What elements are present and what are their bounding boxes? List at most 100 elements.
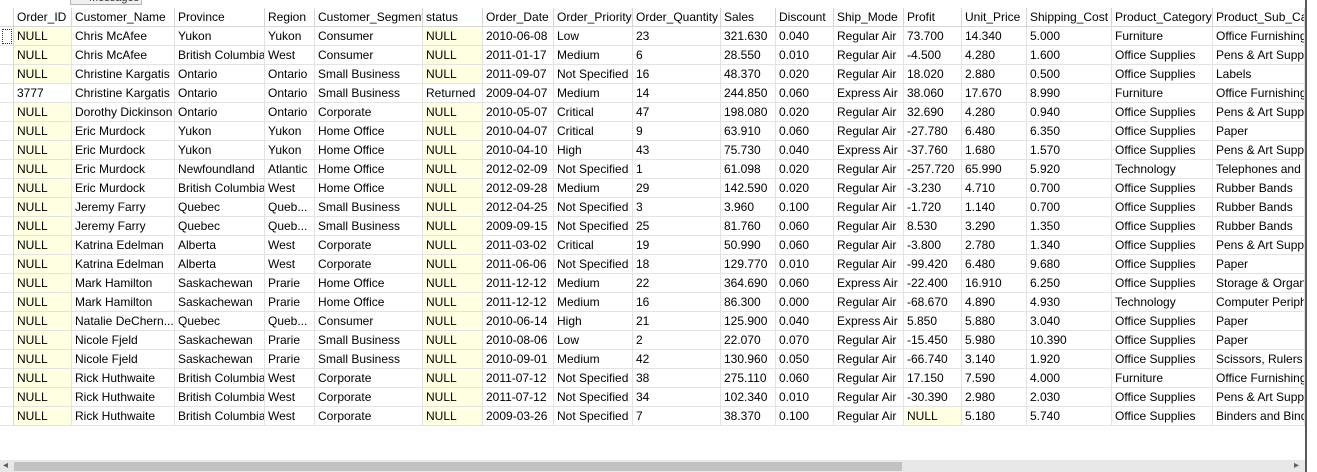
grid-cell[interactable]: Office Supplies <box>1112 236 1213 255</box>
grid-cell[interactable]: Yukon <box>175 141 265 160</box>
grid-cell[interactable]: Natalie DeChern... <box>72 312 175 331</box>
grid-cell[interactable]: Office Supplies <box>1112 388 1213 407</box>
grid-cell[interactable]: Critical <box>554 122 633 141</box>
row-selector[interactable] <box>0 198 14 217</box>
grid-cell[interactable]: 2012-02-09 <box>483 160 554 179</box>
grid-cell[interactable]: 34 <box>633 388 721 407</box>
row-selector[interactable] <box>0 122 14 141</box>
grid-cell[interactable]: NULL <box>423 274 483 293</box>
grid-cell[interactable]: -22.400 <box>904 274 962 293</box>
grid-cell[interactable]: NULL <box>423 217 483 236</box>
grid-cell[interactable]: -257.720 <box>904 160 962 179</box>
grid-cell[interactable]: Small Business <box>315 331 423 350</box>
grid-cell[interactable]: 2009-04-07 <box>483 84 554 103</box>
grid-cell[interactable]: 129.770 <box>721 255 776 274</box>
grid-cell[interactable]: 0.060 <box>776 274 834 293</box>
grid-cell[interactable]: NULL <box>14 350 72 369</box>
grid-cell[interactable]: 2 <box>633 331 721 350</box>
grid-cell[interactable]: 0.060 <box>776 217 834 236</box>
grid-cell[interactable]: 7.590 <box>962 369 1027 388</box>
grid-cell[interactable]: Rubber Bands <box>1213 198 1305 217</box>
row-selector[interactable] <box>0 141 14 160</box>
grid-cell[interactable]: 6.480 <box>962 122 1027 141</box>
row-selector[interactable] <box>0 312 14 331</box>
row-selector[interactable] <box>0 331 14 350</box>
grid-cell[interactable]: 5.740 <box>1027 407 1112 426</box>
row-selector[interactable] <box>0 27 14 46</box>
grid-cell[interactable]: Not Specified <box>554 198 633 217</box>
grid-cell[interactable]: 0.700 <box>1027 198 1112 217</box>
grid-cell[interactable]: Regular Air <box>834 46 904 65</box>
grid-cell[interactable]: Pens & Art Supplie <box>1213 236 1305 255</box>
row-selector[interactable] <box>0 274 14 293</box>
grid-cell[interactable]: 0.940 <box>1027 103 1112 122</box>
grid-cell[interactable]: Yukon <box>175 27 265 46</box>
grid-cell[interactable]: Small Business <box>315 350 423 369</box>
grid-cell[interactable]: Saskachewan <box>175 350 265 369</box>
grid-cell[interactable]: Office Supplies <box>1112 179 1213 198</box>
grid-cell[interactable]: 1.920 <box>1027 350 1112 369</box>
grid-cell[interactable]: Katrina Edelman <box>72 255 175 274</box>
grid-cell[interactable]: 3.960 <box>721 198 776 217</box>
grid-cell[interactable]: 2011-12-12 <box>483 293 554 312</box>
row-selector[interactable] <box>0 293 14 312</box>
grid-cell[interactable]: 275.110 <box>721 369 776 388</box>
grid-cell[interactable]: West <box>265 179 315 198</box>
grid-cell[interactable]: Not Specified <box>554 369 633 388</box>
grid-cell[interactable]: 0.100 <box>776 198 834 217</box>
grid-cell[interactable]: 2011-12-12 <box>483 274 554 293</box>
grid-cell[interactable]: Paper <box>1213 255 1305 274</box>
grid-cell[interactable]: Home Office <box>315 179 423 198</box>
grid-cell[interactable]: West <box>265 407 315 426</box>
grid-cell[interactable]: NULL <box>904 407 962 426</box>
grid-cell[interactable]: Yukon <box>265 141 315 160</box>
grid-cell[interactable]: Returned <box>423 84 483 103</box>
grid-cell[interactable]: NULL <box>14 103 72 122</box>
grid-cell[interactable]: Furniture <box>1112 27 1213 46</box>
grid-cell[interactable]: 1.340 <box>1027 236 1112 255</box>
column-header[interactable]: Ship_Mode <box>834 8 904 27</box>
grid-cell[interactable]: Office Supplies <box>1112 65 1213 84</box>
column-header[interactable]: Customer_Segment <box>315 8 423 27</box>
grid-cell[interactable]: 2010-06-14 <box>483 312 554 331</box>
grid-cell[interactable]: 86.300 <box>721 293 776 312</box>
row-selector[interactable] <box>0 388 14 407</box>
grid-cell[interactable]: Ontario <box>175 84 265 103</box>
grid-cell[interactable]: 16.910 <box>962 274 1027 293</box>
grid-cell[interactable]: 0.070 <box>776 331 834 350</box>
grid-cell[interactable]: 0.020 <box>776 65 834 84</box>
grid-cell[interactable]: 0.040 <box>776 27 834 46</box>
grid-cell[interactable]: Computer Peripher <box>1213 293 1305 312</box>
grid-cell[interactable]: 244.850 <box>721 84 776 103</box>
grid-cell[interactable]: Mark Hamilton <box>72 293 175 312</box>
grid-cell[interactable]: Critical <box>554 103 633 122</box>
column-header[interactable]: status <box>423 8 483 27</box>
grid-cell[interactable]: 0.020 <box>776 103 834 122</box>
grid-cell[interactable]: Saskachewan <box>175 331 265 350</box>
grid-cell[interactable]: 6.250 <box>1027 274 1112 293</box>
grid-cell[interactable]: 16 <box>633 293 721 312</box>
grid-cell[interactable]: Regular Air <box>834 65 904 84</box>
row-selector[interactable] <box>0 46 14 65</box>
grid-cell[interactable]: Corporate <box>315 388 423 407</box>
grid-cell[interactable]: 47 <box>633 103 721 122</box>
grid-cell[interactable]: 4.710 <box>962 179 1027 198</box>
grid-cell[interactable]: 0.010 <box>776 46 834 65</box>
grid-cell[interactable]: 2012-04-25 <box>483 198 554 217</box>
grid-cell[interactable]: Regular Air <box>834 217 904 236</box>
grid-cell[interactable]: NULL <box>14 293 72 312</box>
grid-cell[interactable]: Rick Huthwaite <box>72 407 175 426</box>
grid-cell[interactable]: 19 <box>633 236 721 255</box>
grid-cell[interactable]: Office Supplies <box>1112 141 1213 160</box>
row-selector[interactable] <box>0 369 14 388</box>
grid-cell[interactable]: Low <box>554 331 633 350</box>
grid-cell[interactable]: 38.060 <box>904 84 962 103</box>
grid-cell[interactable]: NULL <box>14 331 72 350</box>
grid-cell[interactable]: Pens & Art Supplie <box>1213 103 1305 122</box>
grid-cell[interactable]: NULL <box>423 179 483 198</box>
grid-cell[interactable]: Regular Air <box>834 293 904 312</box>
row-selector[interactable] <box>0 179 14 198</box>
grid-cell[interactable]: 73.700 <box>904 27 962 46</box>
grid-cell[interactable]: Mark Hamilton <box>72 274 175 293</box>
grid-cell[interactable]: 0.500 <box>1027 65 1112 84</box>
